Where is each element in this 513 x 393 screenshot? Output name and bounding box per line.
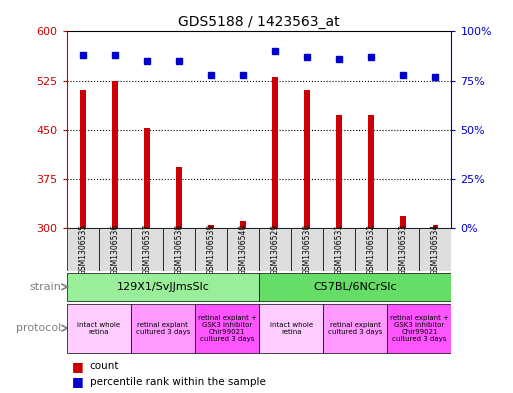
Bar (195, 228, 227, 271)
Bar (67, 273, 259, 301)
Bar (387, 304, 451, 353)
Bar (131, 304, 195, 353)
Text: C57BL/6NCrSlc: C57BL/6NCrSlc (313, 282, 397, 292)
Text: GSM1306532: GSM1306532 (367, 224, 376, 275)
Text: retinal explant +
GSK3 inhibitor
Chir99021
cultured 3 days: retinal explant + GSK3 inhibitor Chir990… (198, 315, 256, 342)
Bar (227, 228, 259, 271)
Text: intact whole
retina: intact whole retina (77, 321, 121, 335)
Text: percentile rank within the sample: percentile rank within the sample (90, 377, 266, 387)
Title: GDS5188 / 1423563_at: GDS5188 / 1423563_at (178, 15, 340, 29)
Text: GSM1306539: GSM1306539 (206, 224, 215, 275)
Bar (131, 228, 163, 271)
Text: GSM1306533: GSM1306533 (399, 224, 408, 275)
Bar (195, 304, 259, 353)
Text: strain: strain (30, 282, 62, 292)
Text: GSM1306531: GSM1306531 (334, 224, 344, 275)
Bar (67, 228, 98, 271)
Bar (259, 304, 323, 353)
Bar (337, 115, 342, 228)
Bar (144, 128, 150, 228)
Bar (80, 90, 86, 228)
Bar (432, 225, 438, 228)
Bar (304, 90, 310, 228)
Bar (272, 77, 278, 228)
Text: GSM1306538: GSM1306538 (174, 224, 184, 275)
Bar (67, 304, 131, 353)
Bar (259, 273, 451, 301)
Bar (368, 115, 374, 228)
Text: GSM1306537: GSM1306537 (142, 224, 151, 275)
Bar (420, 228, 451, 271)
Text: GSM1306534: GSM1306534 (431, 224, 440, 275)
Text: protocol: protocol (16, 323, 62, 333)
Bar (176, 167, 182, 228)
Bar (323, 228, 355, 271)
Text: GSM1306530: GSM1306530 (303, 224, 312, 275)
Bar (163, 228, 195, 271)
Bar (240, 221, 246, 228)
Text: ■: ■ (72, 360, 84, 373)
Bar (98, 228, 131, 271)
Bar (323, 304, 387, 353)
Text: retinal explant
cultured 3 days: retinal explant cultured 3 days (328, 321, 382, 335)
Bar (208, 225, 214, 228)
Bar (112, 81, 117, 228)
Text: GSM1306536: GSM1306536 (110, 224, 120, 275)
Text: retinal explant
cultured 3 days: retinal explant cultured 3 days (136, 321, 190, 335)
Text: GSM1306540: GSM1306540 (239, 224, 248, 275)
Bar (387, 228, 420, 271)
Text: 129X1/SvJJmsSlc: 129X1/SvJJmsSlc (116, 282, 209, 292)
Text: retinal explant +
GSK3 inhibitor
Chir99021
cultured 3 days: retinal explant + GSK3 inhibitor Chir990… (390, 315, 449, 342)
Bar (355, 228, 387, 271)
Bar (259, 228, 291, 271)
Text: ■: ■ (72, 375, 84, 389)
Text: GSM1306535: GSM1306535 (78, 224, 87, 275)
Bar (291, 228, 323, 271)
Text: GSM1306529: GSM1306529 (270, 224, 280, 275)
Text: count: count (90, 361, 120, 371)
Bar (401, 216, 406, 228)
Text: intact whole
retina: intact whole retina (269, 321, 313, 335)
